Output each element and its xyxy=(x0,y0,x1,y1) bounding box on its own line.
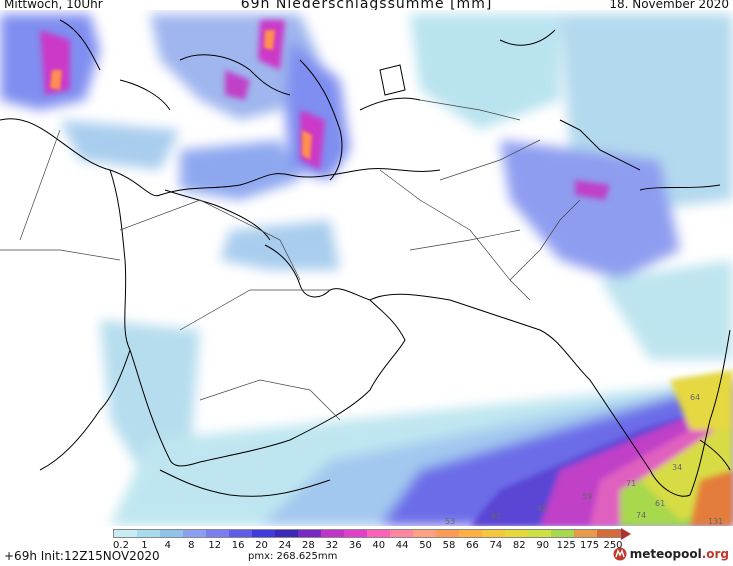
legend-label: 50 xyxy=(419,540,432,551)
legend-swatch xyxy=(597,530,620,537)
legend-swatch xyxy=(528,530,551,537)
legend-label: 74 xyxy=(489,540,503,551)
legend-overflow-arrow xyxy=(621,528,631,540)
legend-label: 44 xyxy=(395,540,409,551)
legend-swatch xyxy=(275,530,298,537)
legend-swatch xyxy=(344,530,367,537)
precipitation-map: 64 34 71 59 42 62 74 53 131 61 xyxy=(0,10,733,526)
meteopool-logo[interactable]: meteopool.org xyxy=(613,547,729,561)
legend-swatch xyxy=(206,530,229,537)
legend-swatch xyxy=(482,530,505,537)
legend-swatch xyxy=(160,530,183,537)
legend-swatch xyxy=(413,530,436,537)
legend-swatch xyxy=(298,530,321,537)
map-value: 53 xyxy=(445,517,455,526)
legend-label: 58 xyxy=(442,540,456,551)
legend-label: 8 xyxy=(188,540,195,551)
legend-label: 12 xyxy=(208,540,222,551)
map-value: 42 xyxy=(537,504,547,513)
weekday-time-label: Mittwoch, 10Uhr xyxy=(4,0,103,11)
legend-label: 20 xyxy=(255,540,268,551)
legend-swatch xyxy=(114,530,137,537)
map-canvas: 64 34 71 59 42 62 74 53 131 61 xyxy=(0,10,733,526)
map-value: 131 xyxy=(708,517,723,526)
legend-swatch xyxy=(390,530,413,537)
map-value: 71 xyxy=(626,479,636,488)
forecast-date: 18. November 2020 xyxy=(609,0,729,11)
legend-label: 24 xyxy=(278,540,292,551)
legend-label: 66 xyxy=(466,540,479,551)
legend-label: 1 xyxy=(141,540,148,551)
legend-swatch xyxy=(436,530,459,537)
brand-main: meteopool xyxy=(629,547,702,561)
legend-swatch xyxy=(183,530,206,537)
legend-label: 90 xyxy=(536,540,550,551)
map-value: 62 xyxy=(491,512,501,521)
legend-label: 40 xyxy=(372,540,386,551)
legend-label: 4 xyxy=(164,540,172,551)
map-value: 34 xyxy=(672,463,682,472)
legend-label: 32 xyxy=(325,540,339,551)
legend-swatch xyxy=(321,530,344,537)
map-value: 74 xyxy=(636,511,646,520)
map-value: 64 xyxy=(690,393,700,402)
legend-label: 125 xyxy=(556,540,576,551)
legend-swatch xyxy=(137,530,160,537)
map-title: 69h Niederschlagssumme [mm] xyxy=(240,0,493,12)
legend-swatch xyxy=(229,530,252,537)
legend-swatch xyxy=(459,530,482,537)
legend-label: 175 xyxy=(580,540,600,551)
map-value: 61 xyxy=(655,499,665,508)
brand-suffix: .org xyxy=(701,547,729,561)
legend-swatch xyxy=(505,530,528,537)
pmx-label: pmx: 268.625mm xyxy=(248,551,338,562)
legend-label: 28 xyxy=(302,540,315,551)
init-time-label: +69h Init:12Z15NOV2020 xyxy=(4,549,160,563)
legend-label: 16 xyxy=(231,540,245,551)
legend-swatch xyxy=(252,530,275,537)
value-labels: 64 34 71 59 42 62 74 53 131 61 xyxy=(445,393,723,526)
country-borders xyxy=(0,99,581,421)
legend-label: 36 xyxy=(348,540,362,551)
legend-label: 0.2 xyxy=(113,540,129,551)
legend-swatch xyxy=(367,530,390,537)
legend-swatch xyxy=(551,530,574,537)
map-value: 59 xyxy=(582,492,592,501)
coastlines xyxy=(0,19,731,497)
legend-swatch xyxy=(574,530,597,537)
legend-colorbar xyxy=(113,529,621,538)
legend-label: 250 xyxy=(603,540,623,551)
meteopool-icon xyxy=(613,547,627,561)
legend-label: 82 xyxy=(512,540,526,551)
